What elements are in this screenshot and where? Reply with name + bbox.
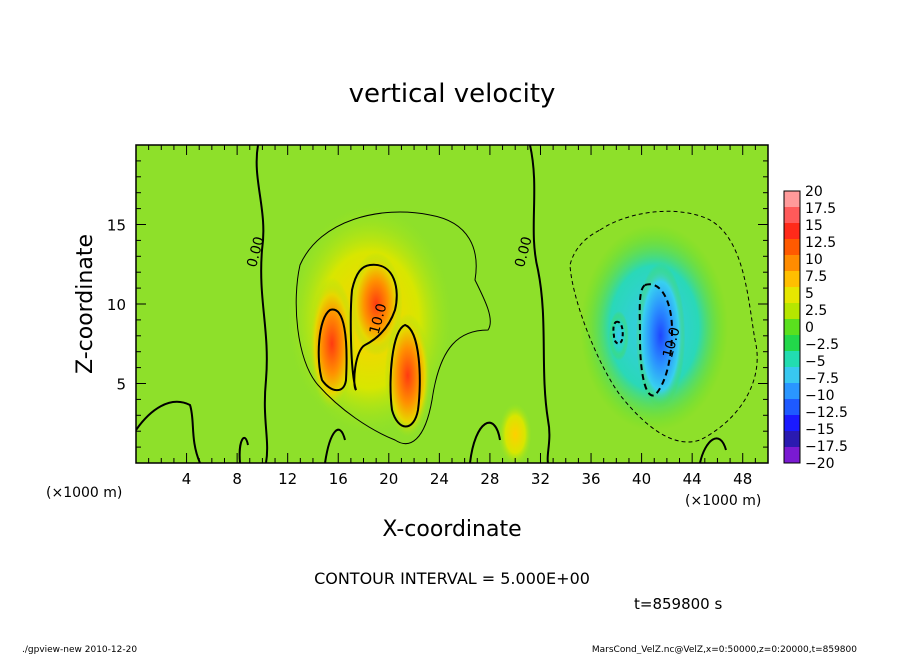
footer-right: MarsCond_VelZ.nc@VelZ,x=0:50000,z=0:2000…	[592, 645, 857, 654]
colorbar-label-2: 15	[805, 218, 823, 234]
colorbar-swatch-5	[784, 271, 800, 288]
zero-contour-mid	[529, 145, 551, 463]
colorbar-swatch-11	[784, 367, 800, 384]
colorbar-swatch-6	[784, 287, 800, 304]
y-tick-label-10: 10	[107, 296, 126, 314]
ten-contour-right	[389, 323, 421, 428]
contour-lines	[136, 145, 758, 463]
field-cell-5	[635, 263, 686, 409]
contour-label-1: 10.0	[367, 302, 391, 336]
x-tick-label-16: 16	[329, 470, 348, 488]
x-unit-label-left: (×1000 m)	[46, 485, 122, 501]
five-contour-outer	[295, 211, 491, 445]
colorbar-label-12: −10	[805, 388, 835, 404]
colorbar-label-6: 5	[805, 286, 814, 302]
colorbar-label-11: −7.5	[805, 371, 839, 387]
colorbar-label-7: 2.5	[805, 303, 827, 319]
bottom-zero-contours	[136, 400, 727, 463]
plot-area: 0.00 10.0 0.00 10.0	[136, 145, 768, 463]
colorbar-label-4: 10	[805, 252, 823, 268]
colorbar-swatch-8	[784, 319, 800, 336]
y-tick-label-5: 5	[116, 376, 126, 394]
colorbar-swatch-15	[784, 431, 800, 448]
x-tick-label-48: 48	[733, 470, 752, 488]
y-axis-title: Z-coordinate	[73, 234, 98, 374]
colorbar-swatch-1	[784, 207, 800, 224]
colorbar-label-5: 7.5	[805, 269, 827, 285]
zero-contour-left	[255, 145, 269, 463]
field-cell-3	[498, 403, 532, 463]
y-axis: 5 10 15	[107, 160, 768, 448]
contour-label-0: 0.00	[244, 235, 268, 269]
neg-contour-outer	[569, 210, 758, 443]
colorbar: 2017.51512.5107.552.50−2.5−5−7.5−10−12.5…	[783, 184, 848, 472]
colorbar-label-10: −5	[805, 354, 826, 370]
contour-label-3: 10.0	[660, 326, 684, 360]
colorbar-label-13: −12.5	[805, 405, 848, 421]
colorbar-swatch-12	[784, 383, 800, 400]
colorbar-swatch-7	[784, 303, 800, 320]
colorbar-swatch-0	[784, 191, 800, 208]
colorbar-swatch-3	[784, 239, 800, 256]
colorbar-label-3: 12.5	[805, 235, 836, 251]
colorbar-label-8: 0	[805, 320, 814, 336]
x-tick-label-32: 32	[531, 470, 550, 488]
colorbar-label-9: −2.5	[805, 337, 839, 353]
colorbar-label-1: 17.5	[805, 201, 836, 217]
footer-left: ./gpview-new 2010-12-20	[22, 645, 137, 654]
x-unit-label-right: (×1000 m)	[685, 493, 761, 509]
x-axis-title: X-coordinate	[382, 517, 521, 542]
colorbar-swatch-10	[784, 351, 800, 368]
x-tick-label-40: 40	[632, 470, 651, 488]
neg-small-contour	[612, 320, 624, 345]
x-tick-label-24: 24	[430, 470, 449, 488]
ten-contour-center	[349, 263, 398, 391]
x-tick-label-12: 12	[278, 470, 297, 488]
field-cells	[287, 206, 729, 463]
colorbar-swatch-9	[784, 335, 800, 352]
colorbar-swatch-16	[784, 447, 800, 464]
neg-ten-contour	[638, 283, 674, 397]
x-axis: 4 8 12 16 20 24 28 32 36 40 44 48	[148, 145, 756, 488]
ten-contour-left	[317, 308, 348, 392]
x-tick-label-44: 44	[683, 470, 702, 488]
contour-label-2: 0.00	[512, 235, 536, 269]
field-cell-4	[349, 252, 403, 356]
x-tick-label-28: 28	[480, 470, 499, 488]
colorbar-label-15: −17.5	[805, 439, 848, 455]
contour-label-layer: 0.00 10.0 0.00 10.0	[244, 235, 683, 360]
x-tick-label-4: 4	[182, 470, 192, 488]
colorbar-swatch-2	[784, 223, 800, 240]
colorbar-label-14: −15	[805, 422, 835, 438]
colorbar-frame	[783, 190, 801, 464]
y-tick-label-15: 15	[107, 217, 126, 235]
colorbar-label-0: 20	[805, 184, 823, 200]
colorbar-label-16: −20	[805, 456, 835, 472]
contour-interval: CONTOUR INTERVAL = 5.000E+00	[314, 569, 590, 588]
colorbar-swatch-13	[784, 399, 800, 416]
x-tick-label-36: 36	[581, 470, 600, 488]
colorbar-swatch-14	[784, 415, 800, 432]
colorbar-swatch-4	[784, 255, 800, 272]
x-tick-label-8: 8	[232, 470, 242, 488]
field-cell-6	[384, 313, 431, 438]
field-cell-2	[608, 310, 629, 361]
time-label: t=859800 s	[634, 595, 722, 613]
x-tick-label-20: 20	[379, 470, 398, 488]
chart-title: vertical velocity	[349, 79, 556, 109]
